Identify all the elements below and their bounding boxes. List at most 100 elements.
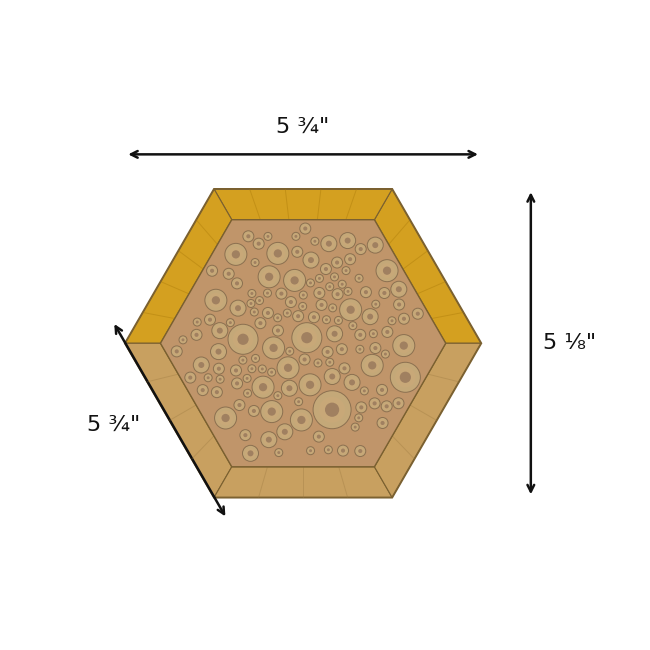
Circle shape — [240, 430, 251, 441]
Circle shape — [208, 318, 212, 322]
Circle shape — [396, 286, 402, 292]
Circle shape — [245, 391, 250, 396]
Circle shape — [274, 250, 282, 257]
Circle shape — [337, 319, 340, 322]
Circle shape — [361, 388, 367, 394]
Circle shape — [240, 358, 246, 363]
Circle shape — [310, 313, 318, 321]
Circle shape — [369, 398, 380, 409]
Circle shape — [326, 326, 343, 342]
Circle shape — [252, 354, 259, 363]
Circle shape — [296, 399, 302, 404]
Circle shape — [249, 291, 255, 296]
Circle shape — [336, 344, 347, 355]
Circle shape — [266, 311, 270, 315]
Circle shape — [277, 424, 293, 440]
Circle shape — [230, 300, 246, 316]
Circle shape — [284, 383, 295, 394]
Circle shape — [321, 236, 337, 252]
Circle shape — [360, 387, 369, 395]
Circle shape — [356, 415, 361, 421]
Circle shape — [337, 445, 348, 456]
Circle shape — [268, 368, 276, 376]
Circle shape — [302, 378, 318, 393]
Circle shape — [356, 447, 364, 455]
Circle shape — [262, 269, 277, 284]
Circle shape — [332, 331, 337, 337]
Circle shape — [278, 290, 285, 298]
Circle shape — [361, 287, 371, 298]
Circle shape — [356, 276, 362, 281]
Circle shape — [254, 238, 264, 249]
Circle shape — [327, 448, 330, 451]
Circle shape — [294, 398, 303, 406]
Circle shape — [294, 235, 298, 238]
Circle shape — [362, 289, 370, 296]
Circle shape — [318, 301, 325, 309]
Circle shape — [244, 376, 250, 381]
Circle shape — [338, 345, 346, 353]
Circle shape — [317, 361, 320, 365]
Circle shape — [342, 235, 353, 246]
Circle shape — [231, 278, 242, 289]
Circle shape — [222, 414, 229, 422]
Circle shape — [367, 237, 383, 253]
Circle shape — [250, 407, 257, 415]
Circle shape — [248, 406, 259, 417]
Circle shape — [355, 274, 363, 282]
Circle shape — [302, 294, 305, 296]
Circle shape — [185, 372, 196, 383]
Circle shape — [344, 374, 360, 391]
Circle shape — [252, 376, 274, 398]
Circle shape — [379, 419, 386, 427]
Circle shape — [280, 426, 291, 437]
Circle shape — [237, 333, 249, 345]
Circle shape — [276, 450, 281, 455]
Circle shape — [282, 429, 288, 435]
Polygon shape — [374, 189, 481, 343]
Circle shape — [263, 434, 274, 445]
Circle shape — [286, 347, 294, 356]
Circle shape — [414, 310, 422, 317]
Circle shape — [346, 377, 358, 388]
Circle shape — [301, 305, 304, 308]
Circle shape — [363, 389, 366, 393]
Circle shape — [253, 311, 256, 313]
Circle shape — [324, 317, 329, 322]
Circle shape — [246, 234, 250, 239]
Circle shape — [193, 318, 202, 326]
Circle shape — [388, 317, 396, 325]
Circle shape — [299, 291, 307, 299]
Circle shape — [296, 314, 300, 318]
Circle shape — [181, 339, 185, 341]
Circle shape — [338, 280, 346, 288]
Circle shape — [370, 331, 376, 337]
Circle shape — [383, 266, 391, 275]
Circle shape — [376, 259, 398, 281]
Circle shape — [303, 252, 319, 268]
Circle shape — [309, 312, 319, 323]
Circle shape — [234, 400, 245, 411]
Circle shape — [346, 306, 355, 314]
Circle shape — [372, 300, 380, 308]
Circle shape — [307, 447, 315, 455]
Circle shape — [297, 416, 306, 424]
Circle shape — [228, 324, 258, 354]
Circle shape — [293, 233, 298, 239]
Circle shape — [193, 331, 200, 339]
Circle shape — [344, 287, 352, 295]
Circle shape — [331, 306, 334, 309]
Circle shape — [243, 231, 254, 242]
Circle shape — [266, 341, 281, 356]
Circle shape — [328, 285, 332, 288]
Circle shape — [346, 255, 354, 263]
Circle shape — [196, 359, 207, 370]
Circle shape — [227, 320, 233, 326]
Circle shape — [355, 330, 366, 341]
Circle shape — [232, 250, 240, 259]
Circle shape — [303, 226, 307, 231]
Circle shape — [397, 302, 401, 307]
Circle shape — [171, 346, 182, 357]
Circle shape — [329, 304, 337, 312]
Circle shape — [294, 313, 302, 320]
